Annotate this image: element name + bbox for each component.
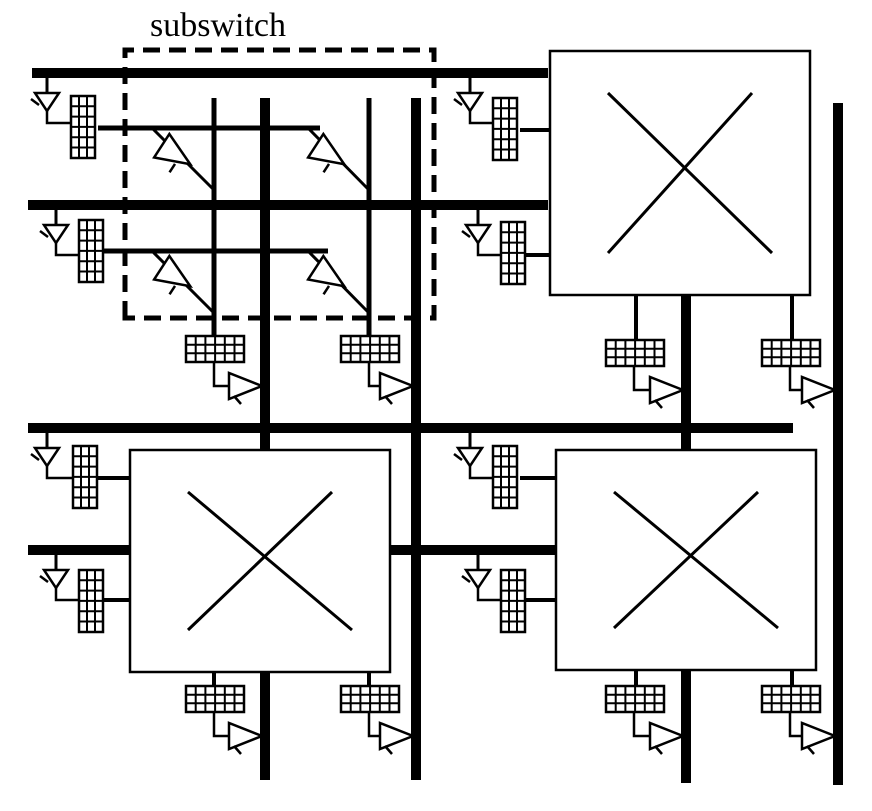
crosspoint-buffer-icon [152, 253, 194, 289]
buffer-icon [455, 91, 485, 114]
enable-tick [453, 453, 463, 461]
buffer-icon [800, 375, 839, 405]
tap-wire [367, 712, 380, 738]
enable-tick [30, 98, 40, 106]
register-bank-icon [69, 94, 97, 160]
register-bank-icon [184, 334, 246, 364]
enable-tick [384, 745, 393, 755]
enable-tick [233, 745, 242, 755]
tap-wire [788, 712, 802, 738]
crossbar-x-icon [612, 490, 760, 630]
buffer-icon [463, 223, 493, 246]
tap-wire [468, 466, 493, 480]
tap-wire [367, 362, 380, 388]
register-bank-icon [604, 338, 666, 368]
enable-tick [384, 395, 393, 405]
subswitch-outline [122, 47, 437, 321]
enable-tick [806, 399, 815, 409]
tap-wire [632, 712, 650, 738]
tap-wire [54, 243, 79, 257]
enable-tick [322, 163, 331, 173]
enable-tick [233, 395, 242, 405]
register-bank-icon [499, 568, 527, 634]
crossbar-x-icon [606, 91, 774, 255]
tap-wire [45, 111, 71, 125]
buffer-icon [455, 446, 485, 469]
tap-wire [212, 712, 229, 738]
buffer-icon [648, 375, 687, 405]
register-bank-icon [339, 334, 401, 364]
buffer-icon [32, 446, 62, 469]
tap-wire [468, 111, 493, 125]
register-bank-icon [491, 444, 519, 510]
register-bank-icon [77, 218, 105, 284]
buffer-icon [378, 371, 417, 401]
enable-tick [806, 745, 815, 755]
enable-tick [461, 575, 471, 583]
register-bank-icon [184, 684, 246, 714]
buffer-icon [378, 721, 417, 751]
crossbar-x-icon [606, 91, 754, 255]
enable-tick [461, 230, 471, 238]
enable-tick [39, 230, 49, 238]
enable-tick [322, 285, 331, 295]
buffer-icon [41, 223, 71, 246]
enable-tick [30, 453, 40, 461]
crosspoint-buffer-icon [152, 131, 194, 167]
register-bank-icon [491, 96, 519, 162]
register-bank-icon [760, 338, 822, 368]
enable-tick [39, 575, 49, 583]
buffer-icon [32, 91, 62, 114]
buffer-icon [41, 568, 71, 591]
buffer-icon [648, 721, 687, 751]
tap-wire [476, 588, 501, 602]
enable-tick [654, 745, 663, 755]
tap-wire [45, 466, 73, 480]
register-bank-icon [339, 684, 401, 714]
crosspoint-buffer-icon [306, 253, 348, 289]
crossbar-x-icon [186, 490, 334, 632]
crosspoint-buffer-icon [306, 131, 348, 167]
register-bank-icon [604, 684, 666, 714]
buffer-icon [800, 721, 839, 751]
enable-tick [654, 399, 663, 409]
crossbar-x-icon [613, 490, 779, 630]
tap-wire [476, 243, 501, 257]
enable-tick [168, 285, 177, 295]
subswitch-label: subswitch [150, 7, 286, 44]
tap-wire [632, 366, 650, 392]
buffer-icon [227, 371, 266, 401]
enable-tick [168, 163, 177, 173]
crossbar-x-icon [187, 490, 353, 632]
buffer-icon [463, 568, 493, 591]
register-bank-icon [499, 220, 527, 286]
tap-wire [212, 362, 229, 388]
tap-wire [54, 588, 79, 602]
tap-wire [788, 366, 802, 392]
register-bank-icon [71, 444, 99, 510]
register-bank-icon [760, 684, 822, 714]
buffer-icon [227, 721, 266, 751]
enable-tick [453, 98, 463, 106]
register-bank-icon [77, 568, 105, 634]
